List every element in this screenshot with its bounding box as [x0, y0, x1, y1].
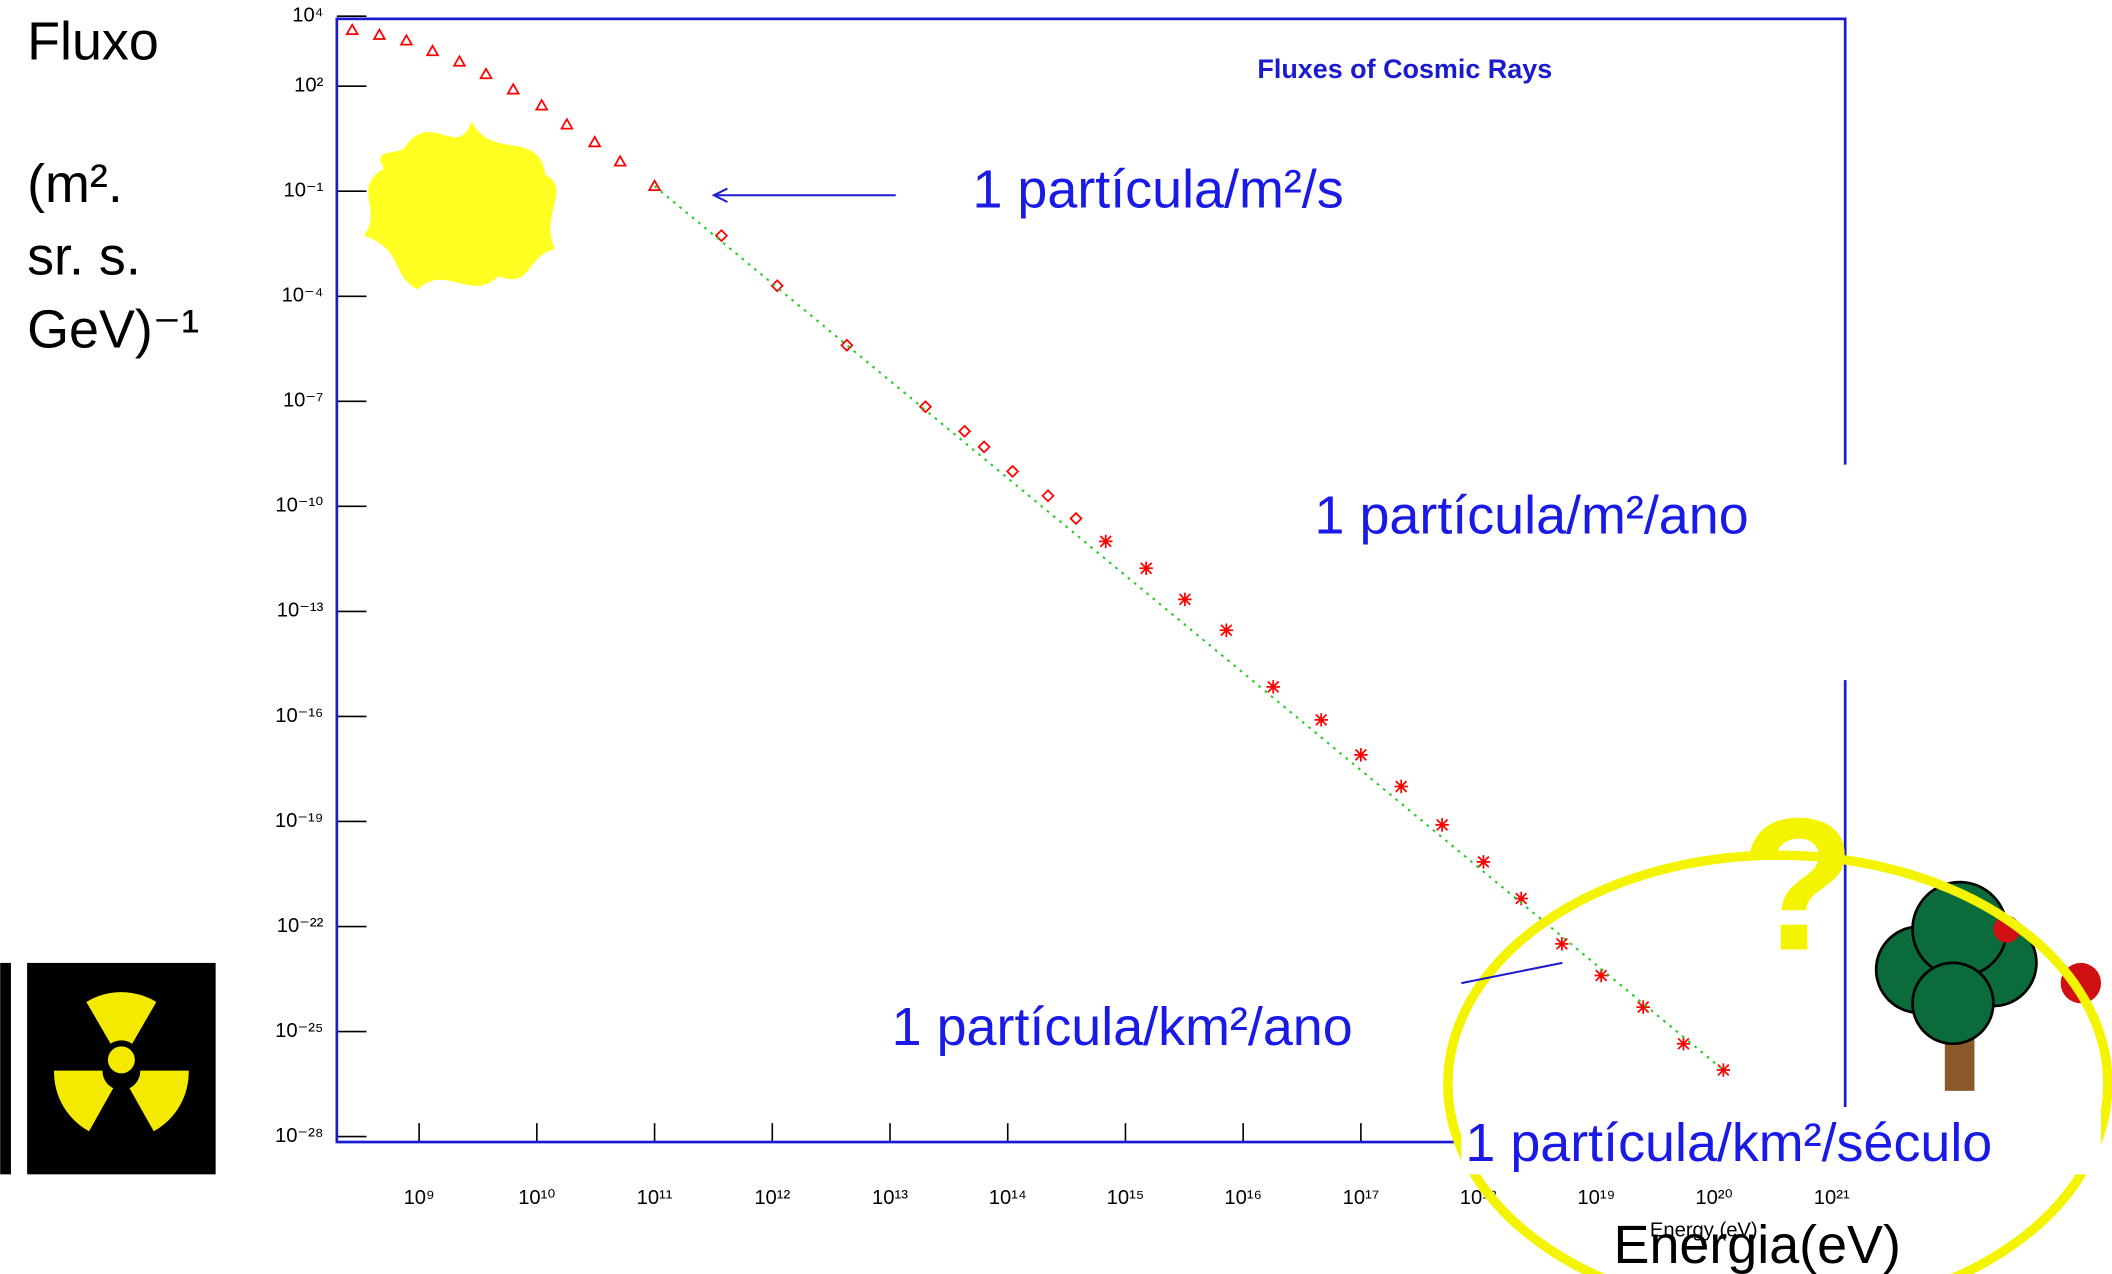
x-tick-label: 10⁹ [404, 1187, 435, 1209]
data-point [1636, 1000, 1649, 1013]
x-tick-label: 10¹⁷ [1343, 1187, 1379, 1209]
y-tick-label: 10⁻¹⁶ [275, 705, 323, 727]
x-tick-label: 10¹⁰ [518, 1187, 555, 1209]
data-point [1178, 593, 1191, 606]
x-tick-label: 10¹⁶ [1224, 1187, 1262, 1209]
data-point [1099, 535, 1112, 548]
annotation: 1 partícula/km²/ano [892, 997, 1353, 1057]
x-tick-label: 10²¹ [1814, 1187, 1850, 1209]
annotation: 1 partícula/m²/ano [1315, 485, 1749, 545]
data-point [1677, 1037, 1690, 1050]
x-tick-label: 10¹³ [872, 1187, 908, 1209]
data-point [1314, 713, 1327, 726]
x-tick-label: 10¹¹ [637, 1187, 673, 1209]
y-tick-label: 10⁻²² [277, 915, 324, 937]
data-point [1354, 748, 1367, 761]
x-tick-label: 10¹⁹ [1577, 1187, 1615, 1209]
x-tick-label: 10¹⁴ [989, 1187, 1027, 1209]
y-axis-label: sr. s. [27, 227, 141, 287]
y-tick-label: 10⁻¹⁰ [275, 495, 323, 517]
y-tick-label: 10² [294, 75, 323, 97]
energy-label: Energia(eV) [1614, 1215, 1901, 1274]
y-tick-label: 10⁻²⁵ [275, 1020, 323, 1042]
data-point [1139, 562, 1152, 575]
data-point [1394, 780, 1407, 793]
data-point [1717, 1063, 1730, 1076]
y-tick-label: 10⁴ [292, 5, 323, 27]
y-tick-label: 10⁻¹⁹ [275, 810, 323, 832]
y-tick-label: 10⁻¹³ [277, 600, 324, 622]
data-point [1594, 969, 1607, 982]
y-tick-label: 10⁻⁷ [283, 390, 323, 412]
data-point [1220, 623, 1233, 636]
slide: 10⁴ 10² 10⁻¹ 10⁻⁴ 10⁻⁷ 10⁻¹⁰ 10⁻¹³ 10⁻¹⁶ 10⁻¹⁹ 10… [0, 0, 2112, 1274]
annotation: 1 partícula/m²/s [973, 159, 1344, 219]
y-tick-label: 10⁻¹ [284, 180, 324, 202]
y-axis-label: (m². [27, 154, 123, 214]
frame-gap [1832, 465, 1859, 680]
y-axis-label: GeV)⁻¹ [27, 299, 199, 359]
x-tick-label: 10¹² [754, 1187, 790, 1209]
x-tick-label: 10²⁰ [1695, 1187, 1732, 1209]
y-axis-label: Fluxo [27, 11, 159, 71]
data-point [1555, 937, 1568, 950]
x-tick-label: 10¹⁵ [1107, 1187, 1145, 1209]
y-tick-label: 10⁻²⁸ [275, 1125, 323, 1147]
y-tick-label: 10⁻⁴ [282, 285, 324, 307]
annotation: 1 partícula/km²/século [1465, 1113, 1992, 1173]
chart-title: Fluxes of Cosmic Rays [1257, 54, 1552, 84]
black-bar [0, 963, 11, 1174]
data-point [1266, 680, 1279, 693]
question-mark: ? [1740, 778, 1855, 989]
data-point [1435, 818, 1448, 831]
